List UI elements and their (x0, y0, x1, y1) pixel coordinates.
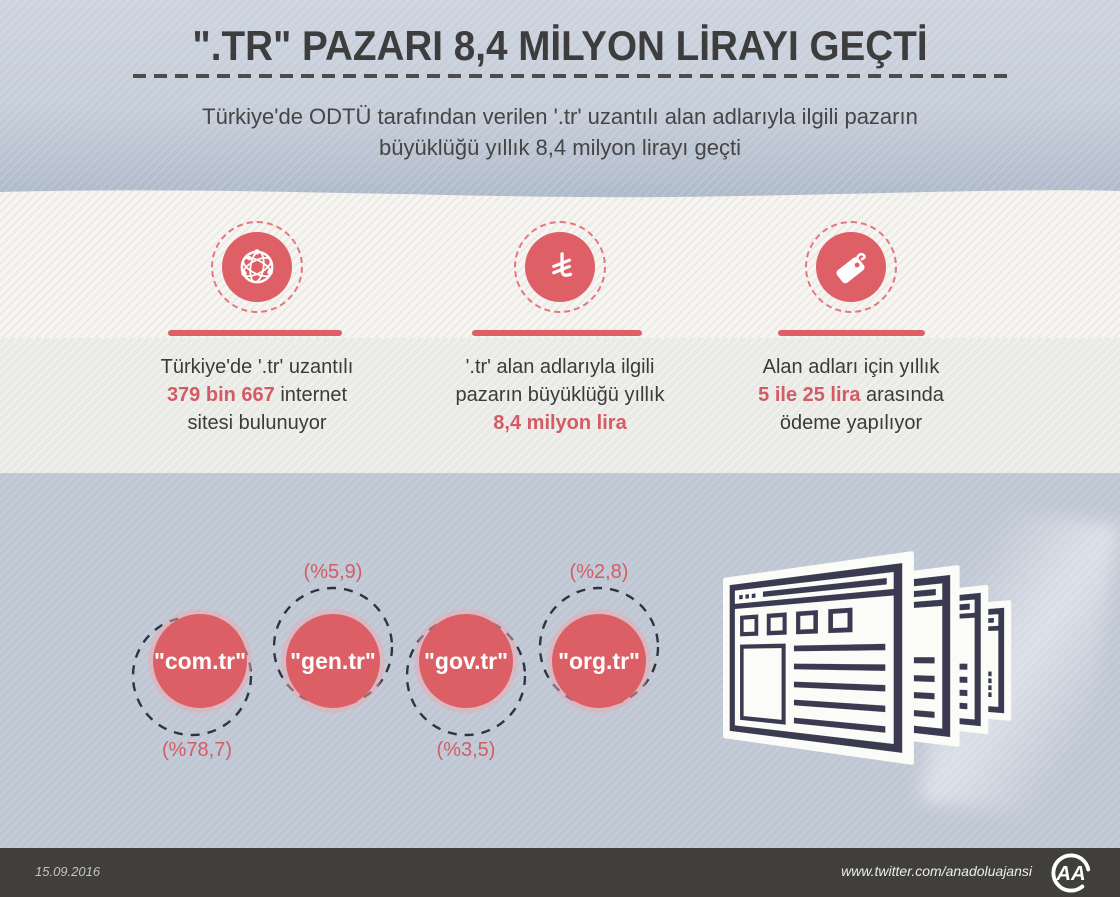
page-title: ".TR" PAZARI 8,4 MİLYON LİRAYI GEÇTİ (192, 22, 928, 69)
stat-annual-fee: Alan adları için yıllık 5 ile 25 lira ar… (721, 353, 981, 437)
lira-icon-ring (514, 221, 606, 313)
stat-line: 5 ile 25 lira arasında (758, 384, 944, 406)
aa-logo: AA (1051, 853, 1091, 893)
stat-websites-count: Türkiye'de '.tr' uzantılı 379 bin 667 in… (127, 353, 387, 437)
domain-circle-org-tr: "org.tr" (552, 614, 646, 708)
footer-twitter-url: www.twitter.com/anadoluajansi (841, 863, 1032, 879)
domain-share-org-tr: (%2,8) (569, 561, 629, 583)
footer: 15.09.2016 www.twitter.com/anadoluajansi… (0, 848, 1120, 897)
stat-icons-band (0, 186, 1120, 338)
domain-share-com-tr: (%78,7) (161, 739, 233, 761)
stat-market-size: '.tr' alan adlarıyla ilgili pazarın büyü… (430, 353, 690, 437)
domain-label: "gen.tr" (290, 647, 376, 674)
domain-label: "com.tr" (153, 647, 247, 674)
domain-circle-gen-tr: "gen.tr" (286, 614, 380, 708)
globe-icon-ring (211, 221, 303, 313)
globe-network-icon-svg (234, 244, 280, 290)
stat-line: 8,4 milyon lira (430, 409, 690, 437)
stat-line: sitesi bulunuyor (187, 412, 327, 434)
domain-label: "gov.tr" (424, 647, 508, 674)
domain-share-gen-tr: (%5,9) (303, 561, 363, 583)
stat-highlight: 379 bin 667 (166, 384, 275, 406)
stat-highlight: 5 ile 25 lira (758, 384, 861, 406)
stat-underline-3 (778, 330, 925, 336)
domain-circle-gov-tr: "gov.tr" (419, 614, 513, 708)
stat-underline-2 (472, 330, 642, 336)
domains-section: "com.tr" "gen.tr" "gov.tr" "org.tr" (%78… (0, 473, 1120, 848)
stat-line: '.tr' alan adlarıyla ilgili (465, 356, 655, 378)
stat-line: Alan adları için yıllık (762, 356, 940, 378)
stat-line: 379 bin 667 internet (166, 384, 348, 406)
subtitle-line-2: büyüklüğü yıllık 8,4 milyon lirayı geçti (379, 135, 741, 160)
price-tag-icon (816, 232, 886, 302)
subtitle-line-1: Türkiye'de ODTÜ tarafından verilen '.tr'… (202, 104, 918, 129)
domain-circle-com-tr: "com.tr" (153, 614, 247, 708)
dashed-divider (133, 74, 1013, 78)
svg-text:AA: AA (1055, 863, 1085, 885)
turkish-lira-icon-svg (537, 244, 583, 290)
stat-underline-1 (168, 330, 342, 336)
turkish-lira-icon (525, 232, 595, 302)
header-section: ".TR" PAZARI 8,4 MİLYON LİRAYI GEÇTİ Tür… (0, 0, 1120, 200)
stat-line: ödeme yapılıyor (779, 412, 923, 434)
stat-highlight: 8,4 milyon lira (493, 412, 627, 434)
domain-share-gov-tr: (%3,5) (436, 739, 496, 761)
subtitle: Türkiye'de ODTÜ tarafından verilen '.tr'… (0, 101, 1120, 163)
tag-icon-ring (805, 221, 897, 313)
stat-line: pazarın büyüklüğü yıllık (455, 384, 665, 406)
footer-date: 15.09.2016 (35, 864, 101, 879)
domain-label: "org.tr" (558, 647, 640, 674)
stat-line: Türkiye'de '.tr' uzantılı (160, 356, 354, 378)
stat-text-band: Türkiye'de '.tr' uzantılı 379 bin 667 in… (0, 338, 1120, 473)
price-tag-icon-svg (828, 244, 874, 290)
globe-network-icon (222, 232, 292, 302)
